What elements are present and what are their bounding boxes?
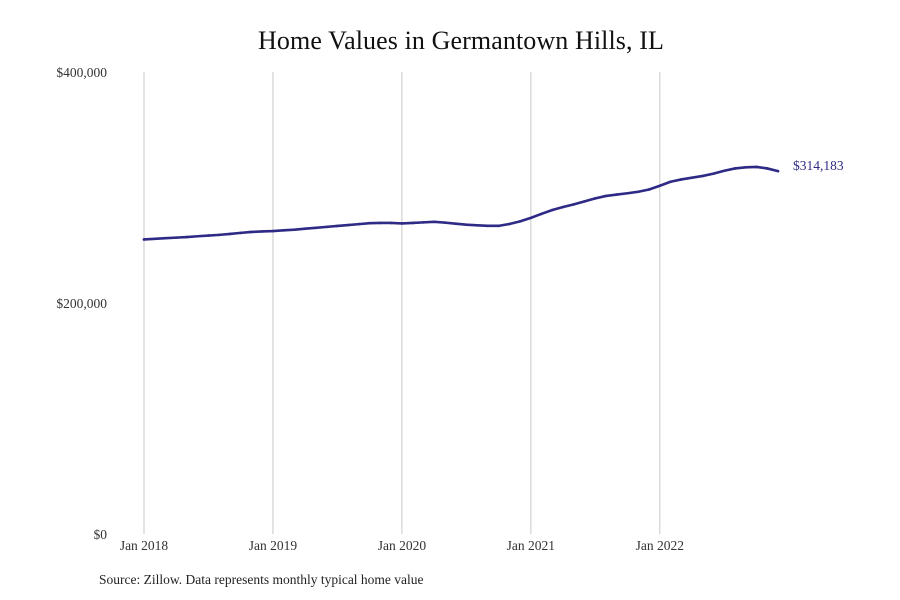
data-point xyxy=(142,238,146,241)
data-point xyxy=(744,165,748,169)
data-point xyxy=(475,223,479,227)
data-point xyxy=(411,221,414,225)
data-point xyxy=(508,222,511,226)
data-label-layer: $314,183 xyxy=(793,158,844,173)
x-tick-label: Jan 2021 xyxy=(507,538,555,553)
data-point xyxy=(755,165,758,169)
data-point xyxy=(497,224,500,228)
x-tick-label: Jan 2019 xyxy=(249,538,298,553)
data-point xyxy=(271,229,275,233)
data-point xyxy=(712,172,715,175)
data-point xyxy=(518,220,522,223)
x-axis-tick-labels: Jan 2018 Jan 2019 Jan 2020 Jan 2021 Jan 2022 xyxy=(120,538,684,553)
end-value-label: $314,183 xyxy=(793,158,844,173)
data-point xyxy=(217,233,221,237)
data-point xyxy=(282,229,285,232)
x-tick-label: Jan 2022 xyxy=(636,538,684,553)
data-point xyxy=(604,194,608,198)
data-point xyxy=(594,197,597,200)
data-point xyxy=(293,228,296,231)
data-point xyxy=(368,221,371,225)
data-point xyxy=(690,176,694,179)
chart-title: Home Values in Germantown Hills, IL xyxy=(258,26,664,55)
data-point xyxy=(314,226,318,230)
data-point xyxy=(174,236,178,239)
data-point xyxy=(336,224,339,228)
data-point xyxy=(389,221,393,225)
data-point xyxy=(400,222,404,225)
data-point xyxy=(669,180,672,184)
data-point xyxy=(615,193,619,196)
data-point xyxy=(561,205,565,209)
series-layer xyxy=(142,165,780,241)
gridlines xyxy=(143,72,661,534)
y-axis-tick-labels: $0 $200,000 $400,000 xyxy=(56,65,107,542)
x-tick-label: Jan 2018 xyxy=(120,538,169,553)
data-point xyxy=(239,231,243,235)
data-point xyxy=(679,178,683,181)
data-point xyxy=(454,222,457,225)
data-point xyxy=(733,167,737,170)
data-point xyxy=(303,227,307,231)
data-point xyxy=(379,221,382,225)
data-point xyxy=(637,190,640,194)
data-point xyxy=(260,230,264,233)
data-point xyxy=(207,234,210,237)
y-tick-label: $0 xyxy=(94,527,108,542)
data-point xyxy=(658,184,662,188)
data-point xyxy=(250,230,253,234)
data-point xyxy=(701,174,705,178)
data-point xyxy=(765,167,769,170)
data-point xyxy=(422,221,425,224)
chart-source-note: Source: Zillow. Data represents monthly … xyxy=(99,572,424,587)
data-point xyxy=(551,208,554,212)
data-point xyxy=(185,235,189,239)
data-point xyxy=(432,220,436,224)
data-point xyxy=(443,221,447,224)
data-point xyxy=(722,169,726,173)
y-tick-label: $400,000 xyxy=(56,65,107,80)
data-point xyxy=(626,191,629,195)
series-line xyxy=(142,165,780,241)
data-point xyxy=(647,188,651,191)
data-point xyxy=(196,234,200,238)
data-point xyxy=(357,222,361,226)
data-point xyxy=(540,212,543,216)
data-point xyxy=(164,236,167,240)
data-point xyxy=(153,237,157,241)
data-point xyxy=(776,169,780,173)
data-point xyxy=(325,225,328,229)
x-tick-label: Jan 2020 xyxy=(378,538,427,553)
data-point xyxy=(465,223,468,226)
data-point xyxy=(486,224,490,228)
data-point xyxy=(228,232,232,236)
y-tick-label: $200,000 xyxy=(56,296,107,311)
data-point xyxy=(529,216,533,220)
data-point xyxy=(346,223,350,227)
data-point xyxy=(583,200,586,203)
data-point xyxy=(572,203,576,206)
